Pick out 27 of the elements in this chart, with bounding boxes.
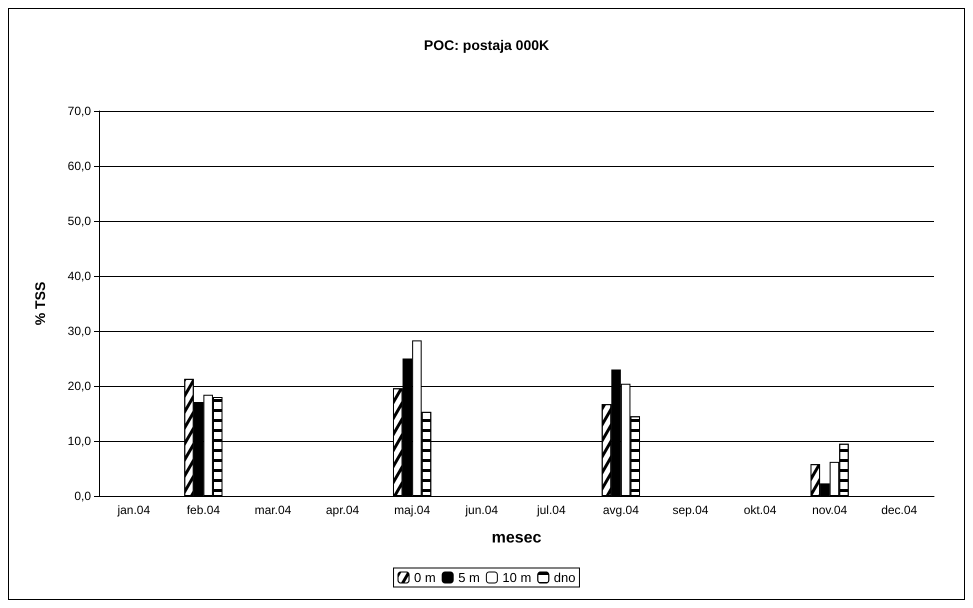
y-tick-label: 60,0	[68, 159, 92, 173]
x-tick-label: jun.04	[464, 503, 498, 517]
x-tick-label: avg.04	[602, 503, 640, 517]
x-tick-label: jan.04	[116, 503, 150, 517]
chart-title: POC: postaja 000K	[424, 37, 550, 53]
x-tick-label: nov.04	[812, 503, 848, 517]
y-tick-label: 50,0	[68, 214, 92, 228]
y-tick-label: 20,0	[68, 379, 92, 393]
legend-label: 5 m	[458, 570, 480, 585]
legend-label: dno	[554, 570, 576, 585]
y-tick-label: 70,0	[68, 104, 92, 118]
y-axis-title: % TSS	[32, 282, 48, 326]
x-tick-label: jul.04	[536, 503, 566, 517]
x-tick-label: okt.04	[744, 503, 777, 517]
y-tick-label: 10,0	[68, 434, 92, 448]
x-tick-label: maj.04	[394, 503, 430, 517]
x-tick-label: apr.04	[326, 503, 360, 517]
x-tick-label: mar.04	[254, 503, 292, 517]
y-tick-label: 30,0	[68, 324, 92, 338]
x-tick-label: dec.04	[881, 503, 918, 517]
y-tick-label: 40,0	[68, 269, 92, 283]
x-axis-title: mesec	[492, 530, 542, 546]
y-tick-label: 0,0	[74, 489, 92, 503]
x-tick-label: sep.04	[672, 503, 709, 517]
legend-label: 0 m	[414, 570, 436, 585]
x-tick-label: feb.04	[186, 503, 220, 517]
legend-label: 10 m	[502, 570, 532, 585]
